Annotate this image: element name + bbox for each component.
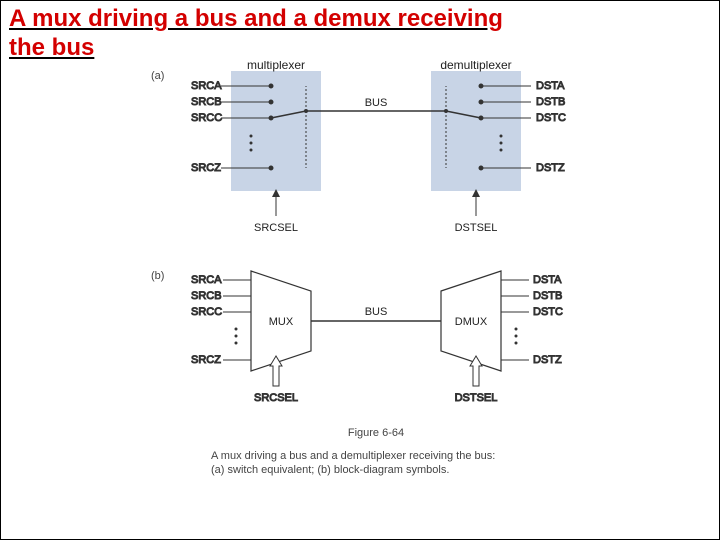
- src-a-b: SRCA: [191, 274, 222, 286]
- dst-a-b: DSTA: [533, 274, 562, 286]
- srcsel-label-b: SRCSEL: [254, 392, 298, 404]
- mux-box: [231, 71, 321, 191]
- mux-demux-diagram: (a) multiplexer demultiplexer SRCA SRCB …: [121, 61, 641, 491]
- dmux-label-b: DMUX: [455, 316, 488, 328]
- dst-c: DSTC: [536, 112, 566, 124]
- panel-a-label: (a): [151, 70, 164, 82]
- bus-label-b: BUS: [365, 306, 388, 318]
- panel-a: (a) multiplexer demultiplexer SRCA SRCB …: [151, 61, 566, 234]
- dst-b: DSTB: [536, 96, 565, 108]
- page-title: A mux driving a bus and a demux receivin…: [9, 5, 503, 63]
- src-b: SRCB: [191, 96, 222, 108]
- src-a: SRCA: [191, 80, 222, 92]
- src-c-b: SRCC: [191, 306, 222, 318]
- src-z-b: SRCZ: [191, 354, 221, 366]
- dst-z-b: DSTZ: [533, 354, 562, 366]
- panel-b-label: (b): [151, 270, 164, 282]
- src-b-b: SRCB: [191, 290, 222, 302]
- src-z: SRCZ: [191, 162, 221, 174]
- dst-a: DSTA: [536, 80, 565, 92]
- figure-label: Figure 6-64: [348, 427, 404, 439]
- bus-label-a: BUS: [365, 97, 388, 109]
- mux-title: multiplexer: [247, 61, 305, 72]
- dst-lines-b: DSTA DSTB DSTC DSTZ: [501, 274, 563, 366]
- srcsel-label-a: SRCSEL: [254, 222, 298, 234]
- demux-box: [431, 71, 521, 191]
- dstsel-label-a: DSTSEL: [455, 222, 498, 234]
- dst-c-b: DSTC: [533, 306, 563, 318]
- src-lines-b: SRCA SRCB SRCC SRCZ: [191, 274, 251, 366]
- demux-title: demultiplexer: [440, 61, 511, 72]
- title-line2: the bus: [9, 34, 94, 61]
- panel-b: (b) MUX DMUX SRCA SRCB SRCC SRCZ BUS DST…: [151, 270, 563, 404]
- dstsel-arrow-a: DSTSEL: [455, 189, 498, 234]
- title-line1: A mux driving a bus and a demux receivin…: [9, 5, 503, 32]
- mux-label-b: MUX: [269, 316, 294, 328]
- caption-line2: (a) switch equivalent; (b) block-diagram…: [211, 464, 449, 476]
- dstsel-label-b: DSTSEL: [455, 392, 498, 404]
- src-c: SRCC: [191, 112, 222, 124]
- srcsel-arrow-a: SRCSEL: [254, 189, 298, 234]
- dst-b-b: DSTB: [533, 290, 562, 302]
- caption-line1: A mux driving a bus and a demultiplexer …: [211, 450, 495, 462]
- dst-z: DSTZ: [536, 162, 565, 174]
- figure-caption: Figure 6-64 A mux driving a bus and a de…: [211, 427, 495, 476]
